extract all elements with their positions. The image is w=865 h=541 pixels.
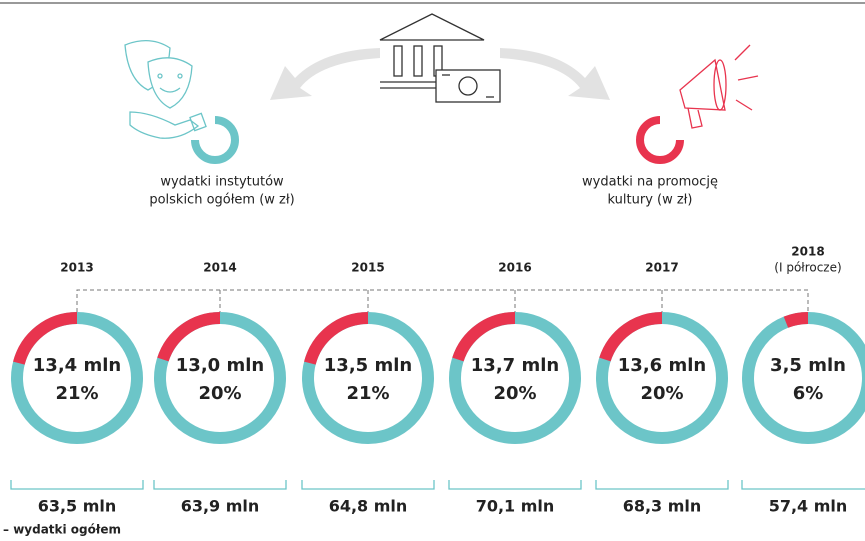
- legend-text: wydatki na promocję: [582, 175, 718, 190]
- teal-legend-donut: [191, 116, 239, 164]
- legend-text: polskich ogółem (w zł): [149, 193, 294, 208]
- red-legend-donut: [636, 116, 684, 164]
- bracket: [741, 480, 865, 490]
- donut-share: [157, 312, 221, 362]
- share-label: 21%: [55, 383, 98, 404]
- donut-share: [13, 312, 78, 365]
- year-label: 2013: [60, 261, 93, 275]
- connector: [76, 289, 809, 312]
- total-label: 63,5 mln: [38, 497, 117, 516]
- donut-share: [599, 312, 663, 362]
- bracket: [301, 480, 435, 490]
- promotion-label: 13,6 mln: [618, 355, 706, 376]
- total-note: – wydatki ogółem: [3, 523, 121, 537]
- promotion-label: 13,4 mln: [33, 355, 121, 376]
- donut-rest: [742, 312, 865, 444]
- share-label: 6%: [793, 383, 824, 404]
- share-label: 21%: [346, 383, 389, 404]
- legend-text: kultury (w zł): [608, 193, 693, 208]
- share-label: 20%: [198, 383, 241, 404]
- total-label: 64,8 mln: [329, 497, 408, 516]
- bracket: [10, 480, 144, 490]
- year-label: 2018: [791, 245, 824, 259]
- total-label: 63,9 mln: [181, 497, 260, 516]
- total-label: 70,1 mln: [476, 497, 555, 516]
- bracket: [448, 480, 582, 490]
- total-label: 68,3 mln: [623, 497, 702, 516]
- year-label: 2017: [645, 261, 678, 275]
- promotion-label: 13,5 mln: [324, 355, 412, 376]
- share-label: 20%: [640, 383, 683, 404]
- year-label: 2016: [498, 261, 531, 275]
- donut-share: [783, 312, 809, 328]
- bracket: [153, 480, 287, 490]
- promotion-label: 3,5 mln: [770, 355, 846, 376]
- donut-share: [452, 312, 516, 362]
- total-label: 57,4 mln: [769, 497, 848, 516]
- promotion-label: 13,0 mln: [176, 355, 264, 376]
- building-icon: [379, 13, 501, 103]
- year-label: 2014: [203, 261, 236, 275]
- donut-share: [304, 312, 369, 365]
- share-label: 20%: [493, 383, 536, 404]
- year-note: (I półrocze): [774, 261, 841, 275]
- year-label: 2015: [351, 261, 384, 275]
- promotion-label: 13,7 mln: [471, 355, 559, 376]
- megaphone-icon: [679, 44, 759, 129]
- bracket: [595, 480, 729, 490]
- masks-icon: [124, 40, 207, 139]
- arrows: [270, 48, 610, 100]
- legend-text: wydatki instytutów: [160, 175, 284, 190]
